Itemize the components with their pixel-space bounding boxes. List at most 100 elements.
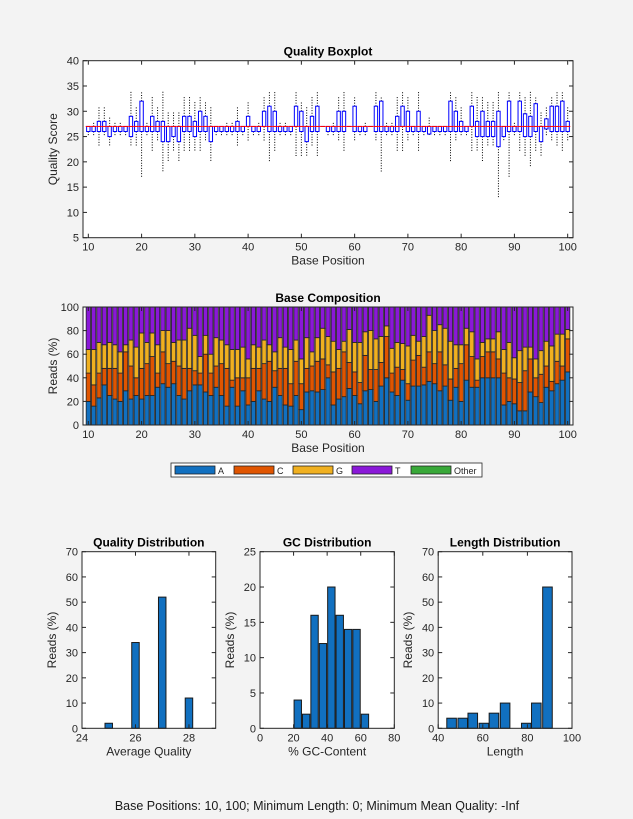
iqr-box xyxy=(192,120,198,138)
composition-bar-86 xyxy=(490,306,496,426)
composition-bar-51 xyxy=(304,306,310,426)
segment-G xyxy=(218,339,225,365)
segment-A xyxy=(565,371,571,426)
segment-T xyxy=(352,306,358,343)
gc-distribution-bar xyxy=(343,628,353,729)
segment-T xyxy=(123,306,129,346)
composition-bar-22 xyxy=(149,306,155,426)
box-position-21 xyxy=(144,121,150,137)
segment-C xyxy=(224,367,230,407)
box-position-80 xyxy=(458,106,464,137)
iqr-box xyxy=(299,110,304,133)
segment-C xyxy=(501,372,507,406)
segment-T xyxy=(330,306,336,342)
box-position-99 xyxy=(559,91,565,152)
x-tick-label: 30 xyxy=(189,242,201,254)
composition-bar-71 xyxy=(410,306,416,426)
segment-T xyxy=(133,306,139,348)
length-distribution-marks xyxy=(446,586,553,729)
segment-T xyxy=(346,306,352,330)
legend-swatch xyxy=(233,465,275,475)
box-position-14 xyxy=(107,116,113,147)
segment-C xyxy=(245,377,251,406)
composition-bar-48 xyxy=(288,306,294,426)
segment-T xyxy=(554,306,560,335)
segment-A xyxy=(309,390,315,426)
length-distribution-bar xyxy=(478,722,490,729)
segment-T xyxy=(389,306,395,349)
y-tick-label: 5 xyxy=(73,233,79,245)
composition-bar-13 xyxy=(101,306,107,426)
segment-T xyxy=(256,306,262,348)
segment-T xyxy=(245,306,251,360)
segment-C xyxy=(490,351,496,379)
length-distribution-bar xyxy=(446,717,457,729)
length-distribution-bar xyxy=(499,702,511,729)
segment-A xyxy=(399,379,406,426)
segment-C xyxy=(463,344,470,381)
segment-A xyxy=(352,395,358,426)
iqr-box xyxy=(267,105,272,133)
x-tick-label: 60 xyxy=(477,732,489,744)
y-tick-label: 0 xyxy=(73,420,79,432)
box-position-71 xyxy=(410,125,416,137)
segment-G xyxy=(298,358,304,385)
x-tick-label: 26 xyxy=(129,732,141,744)
box-position-81 xyxy=(463,125,470,137)
quality-distribution-axes-box xyxy=(81,551,217,729)
segment-A xyxy=(485,377,491,426)
iqr-box xyxy=(352,105,357,133)
segment-C xyxy=(549,380,555,392)
box-position-84 xyxy=(479,96,486,162)
segment-A xyxy=(256,390,262,426)
box-position-58 xyxy=(341,91,347,152)
segment-G xyxy=(266,344,272,362)
segment-A xyxy=(240,390,246,426)
segment-C xyxy=(368,369,374,391)
composition-bar-55 xyxy=(325,306,331,426)
composition-bar-15 xyxy=(112,306,118,426)
y-tick-label: 20 xyxy=(422,673,434,685)
x-tick-label: 24 xyxy=(76,732,88,744)
segment-T xyxy=(107,306,113,343)
segment-T xyxy=(527,306,533,348)
segment-G xyxy=(250,344,257,369)
box-position-75 xyxy=(431,125,438,137)
segment-C xyxy=(384,336,390,379)
composition-bar-11 xyxy=(91,306,97,426)
box-position-39 xyxy=(240,125,246,137)
composition-bar-21 xyxy=(144,306,150,426)
segment-T xyxy=(517,306,523,352)
gc-distribution-xlabel: % GC-Content xyxy=(288,744,367,758)
segment-A xyxy=(117,400,123,426)
segment-C xyxy=(399,369,406,381)
segment-T xyxy=(320,306,326,329)
segment-T xyxy=(325,306,331,337)
segment-T xyxy=(415,306,422,342)
box-position-50 xyxy=(298,101,304,157)
y-tick-label: 25 xyxy=(244,547,256,559)
iqr-box xyxy=(490,120,496,138)
segment-A xyxy=(186,390,193,426)
segment-C xyxy=(139,367,145,400)
gc-distribution-plot-area xyxy=(260,551,395,729)
composition-bar-74 xyxy=(426,306,432,426)
y-tick-label: 10 xyxy=(67,207,79,219)
box-position-48 xyxy=(288,125,294,137)
x-tick-label: 0 xyxy=(257,732,263,744)
quality-boxplot-title: Quality Boxplot xyxy=(284,45,373,59)
composition-bar-58 xyxy=(341,306,347,426)
composition-bar-52 xyxy=(309,306,315,426)
segment-G xyxy=(384,325,390,337)
y-tick-label: 40 xyxy=(67,373,79,385)
box-position-55 xyxy=(325,125,331,137)
iqr-box xyxy=(336,110,341,133)
segment-T xyxy=(405,306,411,347)
segment-T xyxy=(117,306,123,353)
segment-G xyxy=(229,349,235,381)
segment-G xyxy=(202,334,209,355)
base-composition: 10 20 30 40 50 60 70 80 90 100 0 20 40 60 80 100 Base Co… xyxy=(46,291,577,455)
segment-T xyxy=(378,306,384,337)
segment-C xyxy=(554,360,560,385)
segment-A xyxy=(394,395,400,426)
